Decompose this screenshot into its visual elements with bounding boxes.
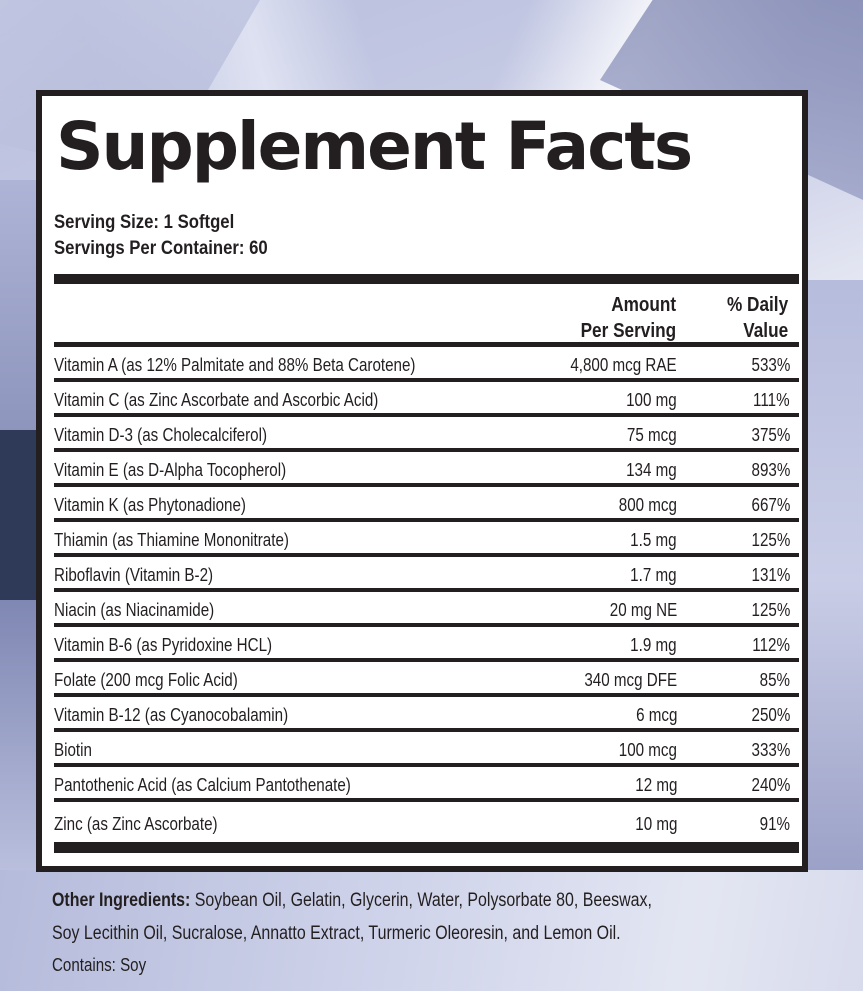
other-ingredients-line1: Soybean Oil, Gelatin, Glycerin, Water, P… <box>190 890 652 911</box>
nutrient-amount: 20 mg NE <box>609 599 677 620</box>
nutrient-daily-value: 125% <box>751 599 790 620</box>
nutrient-name: Vitamin D-3 (as Cholecalciferol) <box>54 424 268 445</box>
nutrient-name: Pantothenic Acid (as Calcium Pantothenat… <box>54 774 351 795</box>
table-row: Pantothenic Acid (as Calcium Pantothenat… <box>54 767 799 802</box>
nutrient-name: Vitamin A (as 12% Palmitate and 88% Beta… <box>54 354 416 375</box>
table-row: Niacin (as Niacinamide) 20 mg NE 125% <box>54 592 799 627</box>
column-header-daily-value: % Daily Value <box>727 292 788 344</box>
nutrient-name: Riboflavin (Vitamin B-2) <box>54 564 214 585</box>
table-row: Thiamin (as Thiamine Mononitrate) 1.5 mg 1… <box>54 522 799 557</box>
background-facet <box>0 600 36 870</box>
table-row: Vitamin E (as D-Alpha Tocopherol) 134 mg 8… <box>54 452 799 487</box>
table-row: Vitamin B-6 (as Pyridoxine HCL) 1.9 mg 112… <box>54 627 799 662</box>
background-facet <box>0 180 36 430</box>
nutrient-daily-value: 91% <box>759 813 790 834</box>
column-header-dv-line2: Value <box>743 320 788 342</box>
nutrient-daily-value: 112% <box>752 634 790 655</box>
nutrient-name: Vitamin K (as Phytonadione) <box>54 494 246 515</box>
servings-per-container: Servings Per Container: 60 <box>54 238 268 259</box>
other-ingredients-line2: Soy Lecithin Oil, Sucralose, Annatto Ext… <box>52 923 621 944</box>
table-row: Biotin 100 mcg 333% <box>54 732 799 767</box>
nutrient-daily-value: 85% <box>759 669 790 690</box>
nutrient-name: Folate (200 mcg Folic Acid) <box>54 669 238 690</box>
nutrient-amount: 6 mcg <box>635 704 677 725</box>
nutrient-amount: 75 mcg <box>627 424 677 445</box>
nutrient-daily-value: 375% <box>751 424 790 445</box>
nutrient-name: Thiamin (as Thiamine Mononitrate) <box>54 529 289 550</box>
nutrient-name: Vitamin B-12 (as Cyanocobalamin) <box>54 704 289 725</box>
background-dark-band <box>0 430 36 600</box>
table-row: Vitamin B-12 (as Cyanocobalamin) 6 mcg 250… <box>54 697 799 732</box>
supplement-facts-panel: Supplement Facts Serving Size: 1 Softgel… <box>36 90 808 872</box>
column-header-amount-line2: Per Serving <box>580 320 676 342</box>
nutrient-daily-value: 533% <box>751 354 790 375</box>
table-row: Vitamin K (as Phytonadione) 800 mcg 667% <box>54 487 799 522</box>
nutrient-amount: 100 mg <box>626 389 677 410</box>
nutrient-amount: 1.7 mg <box>630 564 677 585</box>
nutrient-amount: 1.9 mg <box>630 634 677 655</box>
nutrient-daily-value: 240% <box>751 774 790 795</box>
table-row: Folate (200 mcg Folic Acid) 340 mcg DFE 85… <box>54 662 799 697</box>
divider-bottom <box>54 842 799 853</box>
table-row: Vitamin A (as 12% Palmitate and 88% Beta… <box>54 347 799 382</box>
nutrient-daily-value: 131% <box>751 564 790 585</box>
nutrient-amount: 1.5 mg <box>630 529 677 550</box>
nutrient-table: Vitamin A (as 12% Palmitate and 88% Beta… <box>54 347 799 837</box>
nutrient-amount: 340 mcg DFE <box>584 669 677 690</box>
nutrient-amount: 134 mg <box>626 459 677 480</box>
column-header-amount-line1: Amount <box>611 294 676 316</box>
column-header-dv-line1: % Daily <box>726 294 788 316</box>
nutrient-name: Vitamin B-6 (as Pyridoxine HCL) <box>54 634 273 655</box>
table-row: Vitamin D-3 (as Cholecalciferol) 75 mcg 37… <box>54 417 799 452</box>
nutrient-name: Niacin (as Niacinamide) <box>54 599 215 620</box>
divider-thick <box>54 274 799 284</box>
nutrient-amount: 4,800 mcg RAE <box>570 354 677 375</box>
nutrient-amount: 100 mcg <box>618 739 677 760</box>
divider-header <box>54 342 799 347</box>
table-row: Riboflavin (Vitamin B-2) 1.7 mg 131% <box>54 557 799 592</box>
allergen-contains: Contains: Soy <box>52 955 147 975</box>
nutrient-daily-value: 111% <box>753 389 790 410</box>
table-row: Vitamin C (as Zinc Ascorbate and Ascorbi… <box>54 382 799 417</box>
nutrient-daily-value: 893% <box>751 459 790 480</box>
serving-info: Serving Size: 1 Softgel Servings Per Con… <box>54 210 268 262</box>
nutrient-amount: 12 mg <box>634 774 677 795</box>
nutrient-amount: 10 mg <box>634 813 677 834</box>
nutrient-daily-value: 250% <box>751 704 790 725</box>
nutrient-name: Biotin <box>54 739 92 760</box>
nutrient-name: Vitamin E (as D-Alpha Tocopherol) <box>54 459 287 480</box>
nutrient-name: Vitamin C (as Zinc Ascorbate and Ascorbi… <box>54 389 379 410</box>
nutrient-daily-value: 667% <box>751 494 790 515</box>
nutrient-amount: 800 mcg <box>618 494 677 515</box>
table-row: Zinc (as Zinc Ascorbate) 10 mg 91% <box>54 802 799 837</box>
background-facet <box>808 280 863 880</box>
nutrient-name: Zinc (as Zinc Ascorbate) <box>54 813 218 834</box>
nutrient-daily-value: 125% <box>751 529 790 550</box>
other-ingredients-label: Other Ingredients: <box>52 890 191 911</box>
column-header-amount: Amount Per Serving <box>580 292 676 344</box>
serving-size: Serving Size: 1 Softgel <box>54 212 235 233</box>
nutrient-daily-value: 333% <box>751 739 790 760</box>
label-title: Supplement Facts <box>56 108 693 185</box>
other-ingredients: Other Ingredients: Soybean Oil, Gelatin,… <box>52 884 791 950</box>
